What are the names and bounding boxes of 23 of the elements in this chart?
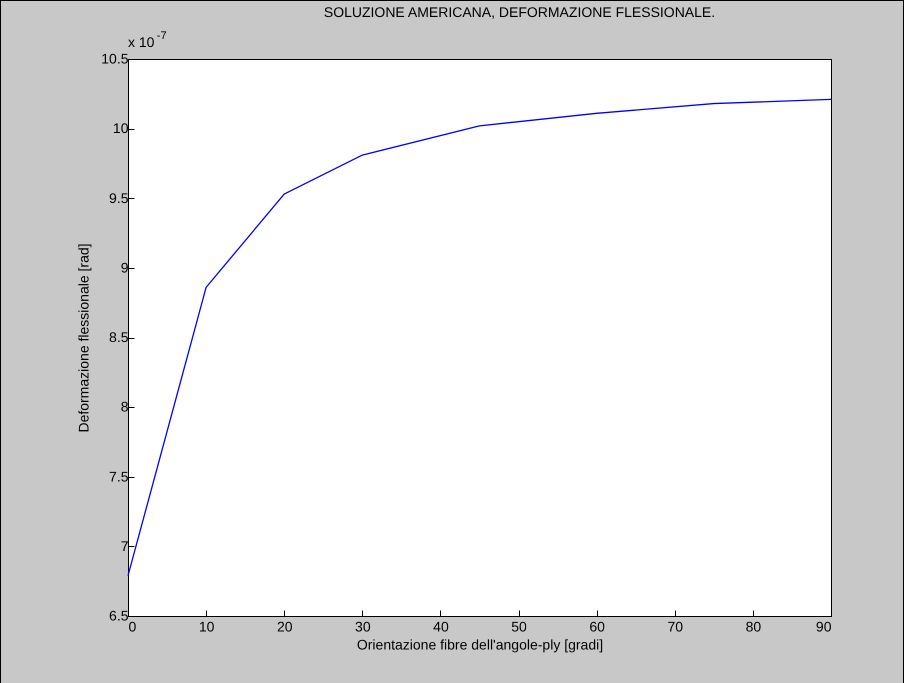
x-tick-label: 0 — [128, 618, 136, 634]
chart-title: SOLUZIONE AMERICANA, DEFORMAZIONE FLESSIONALE. — [324, 4, 716, 20]
y-tick-label: 10.5 — [101, 50, 129, 66]
x-tick-label: 50 — [511, 618, 528, 634]
x-tick-label: 90 — [816, 618, 832, 634]
y-tick-label: 7 — [120, 538, 129, 554]
y-axis-title: Deformazione flessionale [rad] — [75, 243, 92, 433]
y-tick-label: 9.5 — [109, 190, 129, 206]
x-tick-label: 70 — [667, 618, 684, 634]
y-tick-label: 6.5 — [109, 608, 129, 624]
y-tick-label: 7.5 — [109, 468, 129, 484]
x-tick-label: 20 — [276, 618, 293, 634]
x-tick-label: 10 — [198, 618, 215, 634]
y-tick-label: 10 — [112, 120, 129, 136]
line-series — [127, 98, 832, 576]
y-tick-label: 8 — [120, 398, 129, 415]
x-axis-title: Orientazione fibre dell'angole-ply [gradi] — [356, 636, 604, 652]
x-tick-label: 80 — [746, 618, 762, 634]
x-tick-label: 60 — [589, 618, 606, 634]
x-tick-label: 40 — [433, 618, 449, 634]
y-tick-label: 8.5 — [109, 329, 129, 345]
x-tick-label: 30 — [355, 618, 371, 634]
y-tick-label: 9 — [120, 259, 129, 276]
